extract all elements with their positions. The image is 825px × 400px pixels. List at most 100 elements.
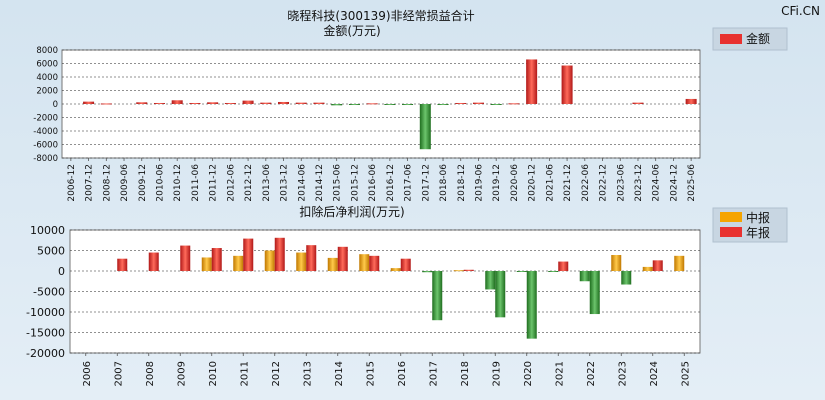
chart2-bar-interim bbox=[642, 266, 653, 271]
chart2-xtick-label: 2008 bbox=[145, 361, 156, 386]
chart2-bar-annual bbox=[463, 269, 474, 271]
chart1-xtick-label: 2023-06 bbox=[616, 164, 626, 202]
chart2-bar-interim bbox=[327, 257, 338, 271]
chart1-xtick-label: 2011-06 bbox=[191, 164, 201, 202]
chart1-xtick-label: 2010-12 bbox=[173, 164, 183, 202]
chart1-bar bbox=[437, 104, 449, 106]
chart2-legend-swatch bbox=[720, 227, 742, 237]
chart2-plot-area bbox=[69, 229, 701, 354]
chart1-bar bbox=[171, 100, 183, 104]
chart1-legend-label: 金额 bbox=[746, 31, 770, 46]
chart2-ytick-label: -10000 bbox=[26, 306, 65, 319]
chart1-bar bbox=[419, 104, 431, 150]
chart2-xtick-label: 2015 bbox=[365, 361, 376, 386]
chart1-xtick-label: 2012-06 bbox=[226, 164, 236, 202]
chart2-bar-interim bbox=[516, 271, 527, 272]
chart1-title: 晓程科技(300139)非经常损益合计 bbox=[287, 8, 474, 23]
chart1-bar bbox=[100, 103, 112, 105]
chart1-ytick-label: 6000 bbox=[36, 60, 58, 70]
chart2-xtick-label: 2009 bbox=[176, 361, 187, 386]
chart1-xtick-label: 2020-06 bbox=[510, 164, 520, 202]
chart1-xtick-label: 2014-12 bbox=[315, 164, 325, 202]
chart1-xtick-label: 2018-06 bbox=[439, 164, 449, 202]
chart1-ytick-label: -2000 bbox=[33, 114, 58, 124]
chart2-ytick-label: -15000 bbox=[26, 327, 65, 340]
watermark: CFi.CN bbox=[781, 4, 820, 18]
chart1-xtick-label: 2016-12 bbox=[386, 164, 396, 202]
chart1-bar bbox=[153, 102, 165, 104]
chart1-bar bbox=[384, 104, 396, 105]
chart2-title: 扣除后净利润(万元) bbox=[299, 204, 404, 219]
chart2-xtick-label: 2007 bbox=[113, 361, 124, 386]
chart1-bar bbox=[242, 100, 254, 104]
chart2-bar-annual bbox=[526, 271, 537, 339]
chart1-bar bbox=[278, 101, 290, 104]
chart1-xtick-label: 2013-06 bbox=[262, 164, 272, 202]
chart2-xtick-label: 2012 bbox=[271, 361, 282, 386]
chart1-bar bbox=[260, 102, 272, 104]
chart1-xtick-label: 2007-12 bbox=[85, 164, 95, 202]
chart1-xtick-label: 2023-12 bbox=[634, 164, 644, 202]
chart1-bar bbox=[632, 102, 644, 104]
chart2-bar-annual bbox=[400, 258, 411, 271]
chart1-xtick-label: 2021-06 bbox=[545, 164, 555, 202]
chart2-xtick-label: 2017 bbox=[428, 361, 439, 386]
chart1-bar bbox=[402, 104, 414, 106]
chart2-bar-annual bbox=[495, 271, 506, 318]
chart1-xtick-label: 2009-12 bbox=[138, 164, 148, 202]
chart1-bar bbox=[366, 103, 378, 105]
chart2-xtick-label: 2016 bbox=[397, 361, 408, 386]
chart2-ytick-label: 10000 bbox=[30, 224, 65, 237]
chart1-bar bbox=[313, 102, 325, 104]
chart2-xtick-label: 2013 bbox=[302, 361, 313, 386]
chart1-xtick-label: 2014-06 bbox=[297, 164, 307, 202]
chart2-xtick-label: 2022 bbox=[586, 361, 597, 386]
chart1-bar bbox=[455, 102, 467, 104]
chart1-xtick-label: 2006-12 bbox=[67, 164, 77, 202]
chart2-bar-interim bbox=[674, 255, 685, 271]
chart2-bar-annual bbox=[589, 271, 600, 315]
chart2-xtick-label: 2019 bbox=[491, 361, 502, 386]
chart2-ytick-label: -20000 bbox=[26, 347, 65, 360]
chart2-bar-annual bbox=[558, 261, 569, 271]
chart1-ytick-label: 8000 bbox=[36, 46, 58, 56]
chart1-ytick-label: 4000 bbox=[36, 73, 58, 83]
chart1-ytick-label: -6000 bbox=[33, 141, 58, 151]
chart1-bar bbox=[224, 102, 236, 104]
chart1-legend-box bbox=[712, 27, 788, 51]
chart2-legend-label: 中报 bbox=[746, 210, 770, 225]
chart1-xtick-label: 2011-12 bbox=[209, 164, 219, 202]
chart1-xtick-label: 2022-06 bbox=[581, 164, 591, 202]
chart1-xtick-label: 2021-12 bbox=[563, 164, 573, 202]
chart2-bar-annual bbox=[148, 252, 159, 271]
chart2-xtick-label: 2024 bbox=[649, 361, 660, 386]
chart2-bar-interim bbox=[233, 255, 244, 271]
chart2-bar-interim bbox=[422, 271, 433, 273]
chart1-xtick-label: 2025-06 bbox=[687, 164, 697, 202]
chart1-ytick-label: -4000 bbox=[33, 127, 58, 137]
chart2-bar-annual bbox=[621, 271, 632, 285]
chart2-bar-interim bbox=[485, 271, 496, 290]
chart1-xtick-label: 2016-06 bbox=[368, 164, 378, 202]
chart2-xtick-label: 2010 bbox=[208, 361, 219, 386]
chart2-bar-interim bbox=[359, 254, 370, 271]
chart2-bar-interim bbox=[264, 250, 275, 271]
chart2-xtick-label: 2021 bbox=[554, 361, 565, 386]
chart2-bar-interim bbox=[296, 252, 307, 271]
chart1-xtick-label: 2019-12 bbox=[492, 164, 502, 202]
chart1-subtitle: 金额(万元) bbox=[323, 23, 380, 38]
chart2-xtick-label: 2011 bbox=[239, 361, 250, 386]
chart2-xtick-label: 2014 bbox=[334, 361, 345, 386]
chart2-xtick-label: 2020 bbox=[523, 361, 534, 386]
chart2-xtick-label: 2006 bbox=[82, 361, 93, 386]
chart1-xtick-label: 2012-12 bbox=[244, 164, 254, 202]
chart2-bar-annual bbox=[211, 248, 222, 271]
chart1-ytick-label: 0 bbox=[53, 100, 58, 110]
chart2-bar-interim bbox=[611, 255, 622, 271]
chart2-bar-interim bbox=[453, 270, 464, 272]
chart1-xtick-label: 2017-12 bbox=[421, 164, 431, 202]
chart1-bar bbox=[331, 104, 343, 106]
chart1-ytick-label: -8000 bbox=[33, 154, 58, 164]
chart2-bar-annual bbox=[243, 238, 254, 271]
